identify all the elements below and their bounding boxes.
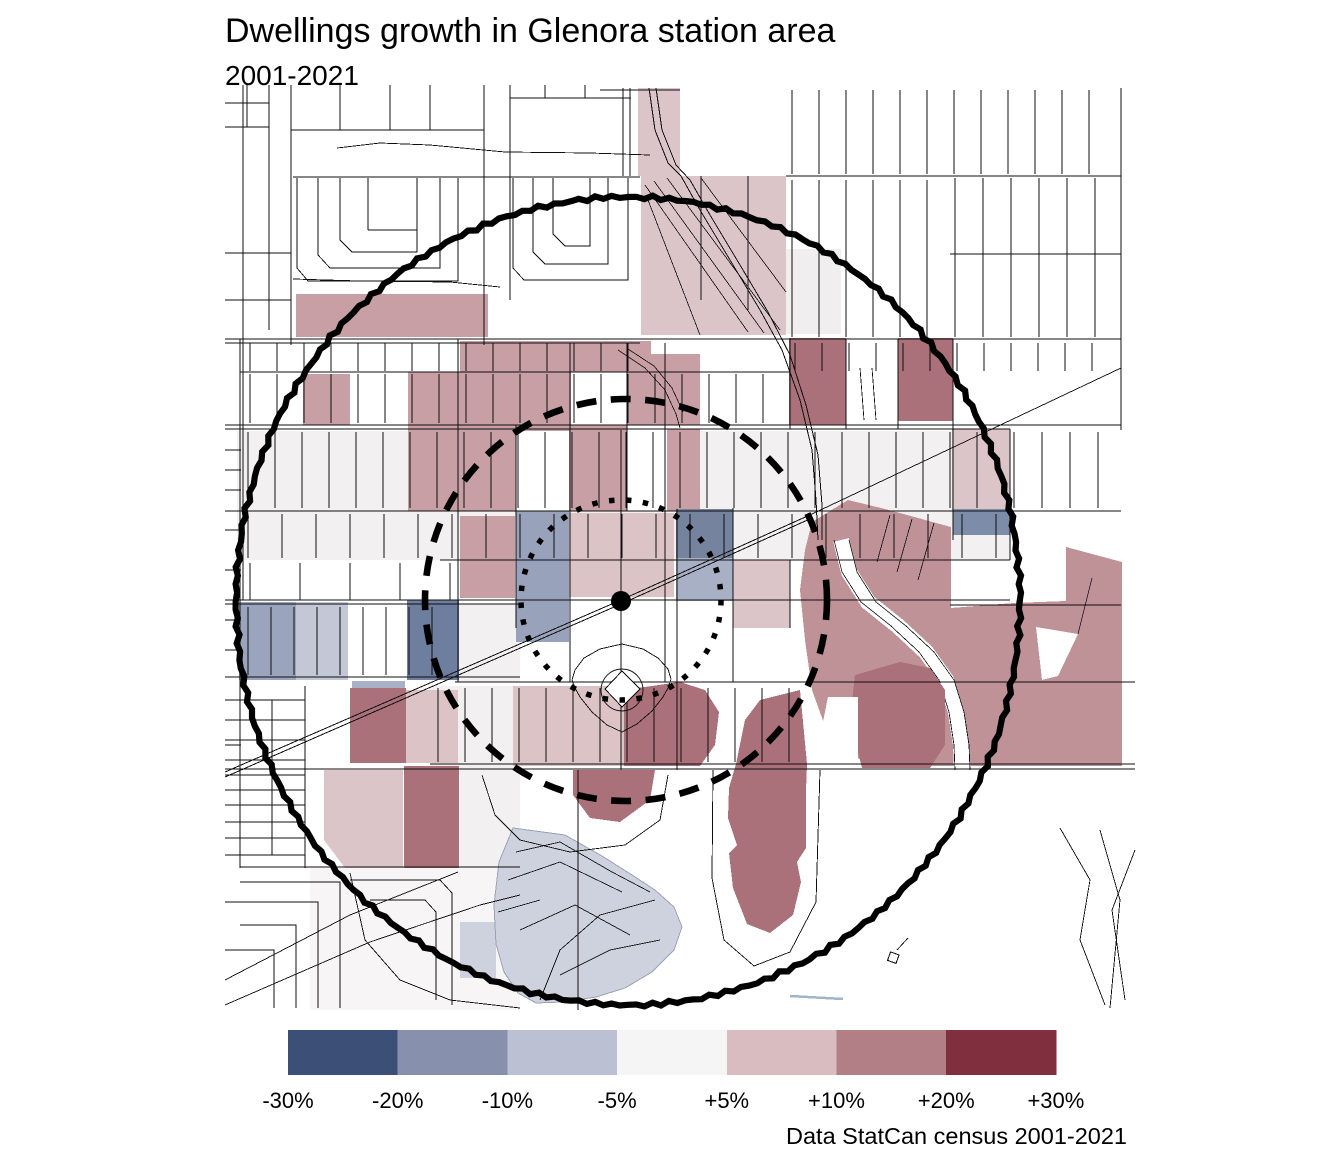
svg-text:Data StatCan census 2001-2021: Data StatCan census 2001-2021 <box>786 1123 1127 1149</box>
svg-text:+5%: +5% <box>704 1088 749 1113</box>
svg-text:-20%: -20% <box>372 1088 423 1113</box>
svg-text:+20%: +20% <box>918 1088 975 1113</box>
svg-text:+10%: +10% <box>808 1088 865 1113</box>
svg-text:-5%: -5% <box>598 1088 637 1113</box>
svg-text:-10%: -10% <box>482 1088 533 1113</box>
svg-text:+30%: +30% <box>1027 1088 1084 1113</box>
svg-text:2001-2021: 2001-2021 <box>225 60 359 91</box>
svg-text:Dwellings growth in Glenora st: Dwellings growth in Glenora station area <box>225 12 836 50</box>
svg-text:-30%: -30% <box>262 1088 313 1113</box>
